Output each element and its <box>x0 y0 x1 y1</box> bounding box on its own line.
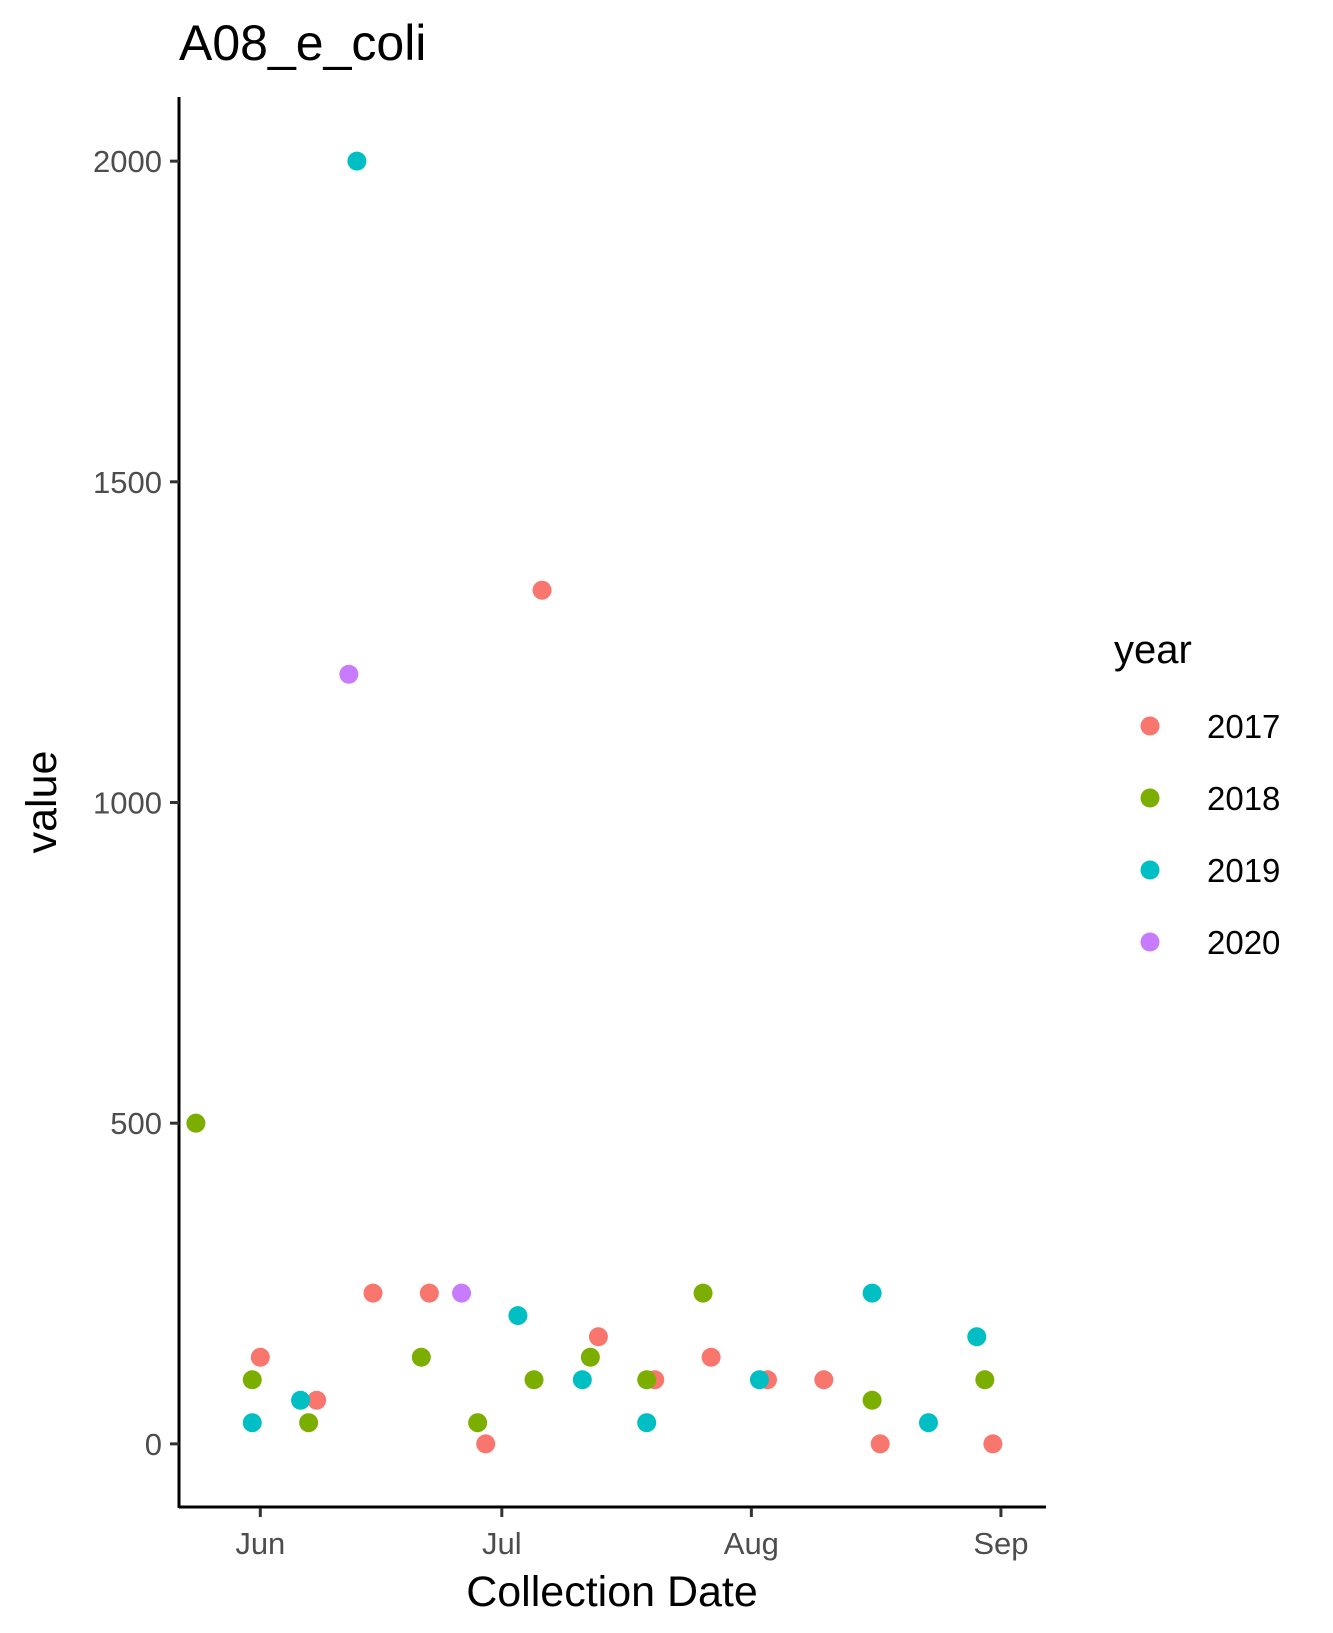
data-point-2019 <box>242 1413 262 1433</box>
y-axis-ticks: 0 500 1000 1500 2000 <box>93 144 179 1462</box>
data-point-2019 <box>291 1390 311 1410</box>
data-point-2018 <box>580 1347 600 1367</box>
chart-title: A08_e_coli <box>179 15 426 71</box>
data-point-2018 <box>468 1413 488 1433</box>
x-tick-label: Jul <box>482 1526 522 1561</box>
legend-key-2018 <box>1140 788 1160 808</box>
y-tick-label: 500 <box>110 1106 162 1141</box>
y-axis-title: value <box>18 751 66 854</box>
data-point-2017 <box>814 1370 834 1390</box>
data-point-2018 <box>411 1347 431 1367</box>
data-point-2019 <box>749 1370 769 1390</box>
legend-label-2017: 2017 <box>1207 708 1280 745</box>
data-point-2018 <box>693 1283 713 1303</box>
legend-label-2019: 2019 <box>1207 852 1280 889</box>
data-point-2020 <box>339 664 359 684</box>
data-point-2019 <box>862 1283 882 1303</box>
x-tick-label: Sep <box>973 1526 1028 1561</box>
legend-items: 2017 2018 2019 2020 <box>1140 708 1280 961</box>
x-tick-label: Jun <box>235 1526 285 1561</box>
data-point-2017 <box>250 1347 270 1367</box>
data-point-2018 <box>524 1370 544 1390</box>
data-point-2020 <box>452 1283 472 1303</box>
data-point-2019 <box>918 1413 938 1433</box>
data-point-2019 <box>347 151 367 171</box>
data-point-2017 <box>476 1434 496 1454</box>
legend-label-2018: 2018 <box>1207 780 1280 817</box>
legend-title: year <box>1114 628 1192 672</box>
y-tick-label: 1500 <box>93 465 162 500</box>
data-point-2018 <box>186 1113 206 1133</box>
data-point-2018 <box>299 1413 319 1433</box>
x-tick-label: Aug <box>724 1526 779 1561</box>
data-point-2018 <box>862 1390 882 1410</box>
data-point-2019 <box>508 1306 528 1326</box>
data-point-2018 <box>975 1370 995 1390</box>
data-point-2017 <box>588 1327 608 1347</box>
x-axis-ticks: Jun Jul Aug Sep <box>235 1508 1029 1561</box>
data-point-2018 <box>242 1370 262 1390</box>
legend: year 2017 2018 2019 2020 <box>1114 628 1280 961</box>
legend-label-2020: 2020 <box>1207 924 1280 961</box>
plot-area <box>186 151 1003 1454</box>
data-point-2019 <box>572 1370 592 1390</box>
y-tick-label: 0 <box>145 1427 162 1462</box>
data-point-2017 <box>363 1283 383 1303</box>
data-point-2017 <box>307 1390 327 1410</box>
legend-key-2019 <box>1140 860 1160 880</box>
x-axis-title: Collection Date <box>466 1568 758 1616</box>
data-point-2017 <box>983 1434 1003 1454</box>
legend-key-2017 <box>1140 716 1160 736</box>
data-point-2017 <box>419 1283 439 1303</box>
data-point-2018 <box>637 1370 657 1390</box>
legend-key-2020 <box>1140 932 1160 952</box>
data-point-2019 <box>637 1413 657 1433</box>
data-point-2017 <box>532 580 552 600</box>
y-tick-label: 1000 <box>93 786 162 821</box>
data-point-2019 <box>967 1327 987 1347</box>
y-tick-label: 2000 <box>93 144 162 179</box>
data-point-2017 <box>870 1434 890 1454</box>
data-points <box>186 151 1003 1454</box>
data-point-2017 <box>701 1347 721 1367</box>
